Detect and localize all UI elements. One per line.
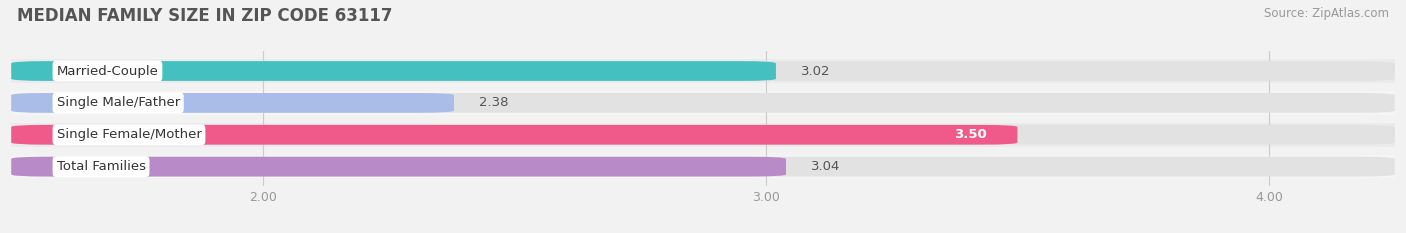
FancyBboxPatch shape	[11, 123, 1395, 147]
Text: MEDIAN FAMILY SIZE IN ZIP CODE 63117: MEDIAN FAMILY SIZE IN ZIP CODE 63117	[17, 7, 392, 25]
Text: 3.02: 3.02	[801, 65, 831, 78]
FancyBboxPatch shape	[11, 59, 1395, 83]
FancyBboxPatch shape	[11, 61, 1395, 81]
Text: 3.50: 3.50	[955, 128, 987, 141]
Text: Total Families: Total Families	[56, 160, 146, 173]
FancyBboxPatch shape	[11, 93, 454, 113]
Text: 3.04: 3.04	[811, 160, 841, 173]
Text: 2.38: 2.38	[479, 96, 509, 110]
Text: Married-Couple: Married-Couple	[56, 65, 159, 78]
FancyBboxPatch shape	[11, 61, 776, 81]
FancyBboxPatch shape	[11, 155, 1395, 178]
FancyBboxPatch shape	[11, 93, 1395, 113]
FancyBboxPatch shape	[11, 91, 1395, 115]
FancyBboxPatch shape	[11, 157, 786, 177]
FancyBboxPatch shape	[11, 125, 1018, 145]
Text: Single Male/Father: Single Male/Father	[56, 96, 180, 110]
FancyBboxPatch shape	[11, 125, 1395, 145]
Text: Source: ZipAtlas.com: Source: ZipAtlas.com	[1264, 7, 1389, 20]
Text: Single Female/Mother: Single Female/Mother	[56, 128, 201, 141]
FancyBboxPatch shape	[11, 157, 1395, 177]
